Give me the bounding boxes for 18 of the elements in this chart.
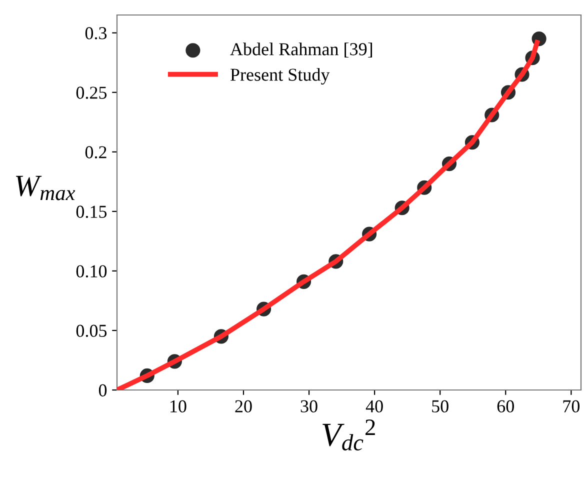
legend-label: Abdel Rahman [39]: [230, 42, 372, 58]
y-tick-label: 0.25: [76, 86, 107, 99]
y-tick-label: 0.2: [85, 146, 106, 158]
x-tick-label: 10: [170, 400, 186, 412]
x-tick-label: 30: [300, 400, 318, 412]
x-tick-label: 50: [432, 400, 448, 412]
y-tick-label: 0: [98, 384, 107, 396]
y-tick-label: 0.15: [76, 206, 107, 218]
x-tick-label: 70: [563, 400, 580, 412]
y-tick-label: 0.3: [85, 27, 107, 40]
x-tick-label: 40: [366, 400, 383, 412]
y-tick-label: 0.10: [76, 265, 107, 278]
legend-label: Present Study: [230, 68, 330, 85]
x-tick-label: 60: [497, 400, 514, 412]
x-axis-title: V$_{dc}$$^{2}$: [322, 420, 375, 451]
x-tick-label: 20: [235, 400, 252, 412]
y-axis-title: W$_{max}$: [16, 176, 76, 200]
y-tick-label: 0.05: [76, 324, 107, 337]
